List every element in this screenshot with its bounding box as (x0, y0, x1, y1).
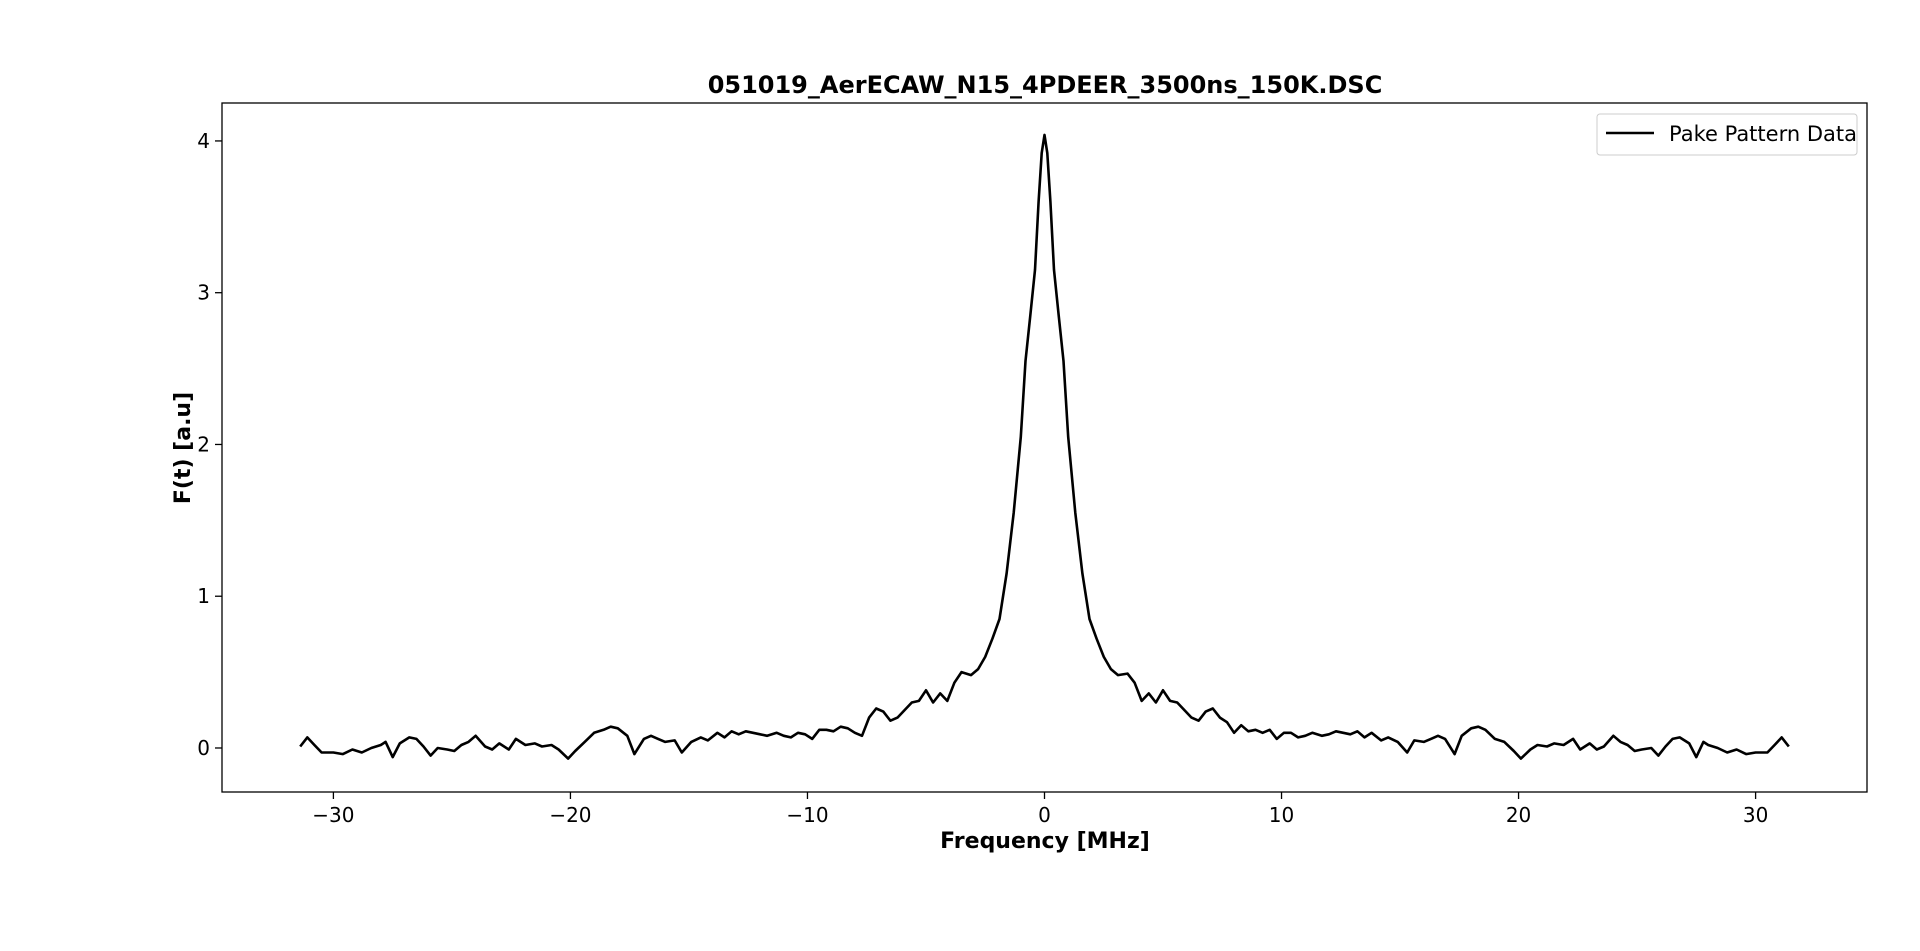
y-axis: 0 1 2 3 4 (197, 129, 222, 760)
axes-frame (221, 102, 1868, 793)
x-tick-label: 0 (1038, 803, 1051, 827)
y-tick-label: 3 (197, 281, 210, 305)
x-tick-label: −30 (312, 803, 354, 827)
x-tick-label: 10 (1269, 803, 1294, 827)
x-tick-label: −20 (549, 803, 591, 827)
x-axis: −30 −20 −10 0 10 20 30 (312, 792, 1768, 827)
series-line-pake-pattern-data (299, 133, 1790, 760)
y-tick-label: 1 (197, 584, 210, 608)
x-tick-label: 20 (1506, 803, 1531, 827)
x-tick-label: 30 (1743, 803, 1768, 827)
plot-area (221, 102, 1868, 793)
y-tick-label: 2 (197, 432, 210, 456)
y-axis-label: F(t) [a.u] (171, 392, 196, 504)
y-tick-label: 4 (197, 129, 210, 153)
legend-label: Pake Pattern Data (1669, 122, 1857, 146)
legend: Pake Pattern Data (1596, 113, 1858, 156)
chart-title: 051019_AerECAW_N15_4PDEER_3500ns_150K.DS… (708, 71, 1383, 99)
legend-box (1596, 113, 1858, 156)
x-tick-label: −10 (786, 803, 828, 827)
x-axis-label: Frequency [MHz] (940, 829, 1150, 854)
y-tick-label: 0 (197, 736, 210, 760)
